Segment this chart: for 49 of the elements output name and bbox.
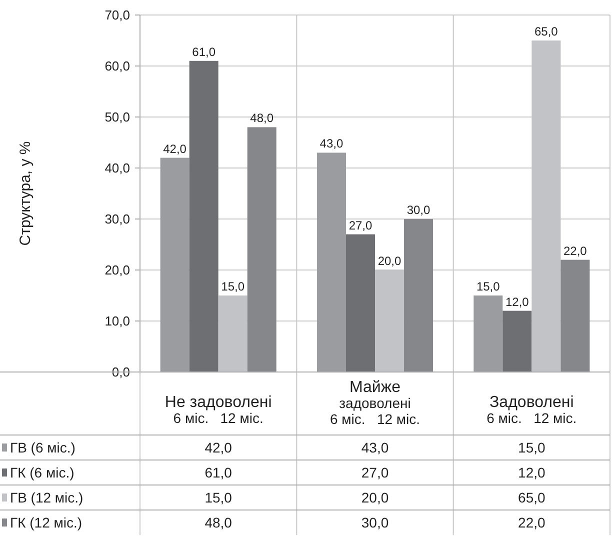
data-label: 61,0 — [204, 464, 232, 480]
text: 20,0 — [378, 254, 402, 268]
data-label: 42,0 — [204, 439, 232, 456]
y-tick-label: 30,0 — [104, 212, 130, 227]
x-tick-label: Задоволені 6 міс. 12 міс. — [486, 394, 577, 426]
y-tick-label: 20,0 — [104, 262, 130, 278]
bar — [346, 234, 375, 372]
bar — [160, 158, 190, 372]
text: 61,0 — [192, 44, 216, 59]
text: 43,0 — [320, 136, 344, 151]
data-label: 43,0 — [361, 439, 389, 456]
data-label: 48,0 — [204, 514, 232, 530]
legend-label: ГК (6 міс.) — [10, 464, 74, 480]
data-label: 20,0 — [361, 489, 389, 506]
text: 48,0 — [250, 111, 274, 126]
text: 30,0 — [406, 203, 430, 217]
y-tick-label: 70,0 — [104, 8, 130, 23]
x-tick-label: Не задоволені 6 міс. 12 міс. — [164, 394, 272, 426]
data-label: 27,0 — [361, 464, 389, 480]
data-label: 30,0 — [361, 514, 389, 530]
bar — [560, 260, 590, 372]
data-label: 15,0 — [204, 489, 232, 506]
text: 15,0 — [476, 280, 500, 294]
legend-label: ГВ (12 міс.) — [10, 489, 84, 506]
text: 15,0 — [221, 280, 245, 294]
data-label: 65,0 — [518, 489, 546, 506]
y-axis-title: Структура, у % — [17, 141, 34, 246]
text: 42,0 — [163, 142, 186, 156]
bar — [189, 60, 218, 372]
text: 27,0 — [348, 218, 372, 232]
legend-label: ГК (12 міс.) — [10, 514, 82, 530]
bar — [502, 310, 532, 372]
y-tick-label: 10,0 — [104, 314, 130, 329]
bar — [218, 296, 248, 372]
bar — [316, 152, 346, 372]
bar — [474, 296, 503, 372]
data-label: 22,0 — [518, 514, 546, 530]
data-label: 12,0 — [518, 464, 546, 480]
y-tick-label: 40,0 — [104, 160, 130, 176]
text: 22,0 — [564, 244, 587, 258]
bar — [247, 127, 276, 372]
y-tick-label: 50,0 — [104, 110, 130, 125]
y-tick-label: 60,0 — [104, 58, 130, 74]
bar — [404, 219, 434, 372]
legend-label: ГВ (6 міс.) — [10, 439, 76, 456]
x-tick-label: Майже задоволені 6 міс. 12 міс. — [330, 379, 420, 427]
data-label: 15,0 — [518, 439, 546, 456]
text: 12,0 — [505, 294, 529, 309]
text: 65,0 — [534, 24, 558, 38]
